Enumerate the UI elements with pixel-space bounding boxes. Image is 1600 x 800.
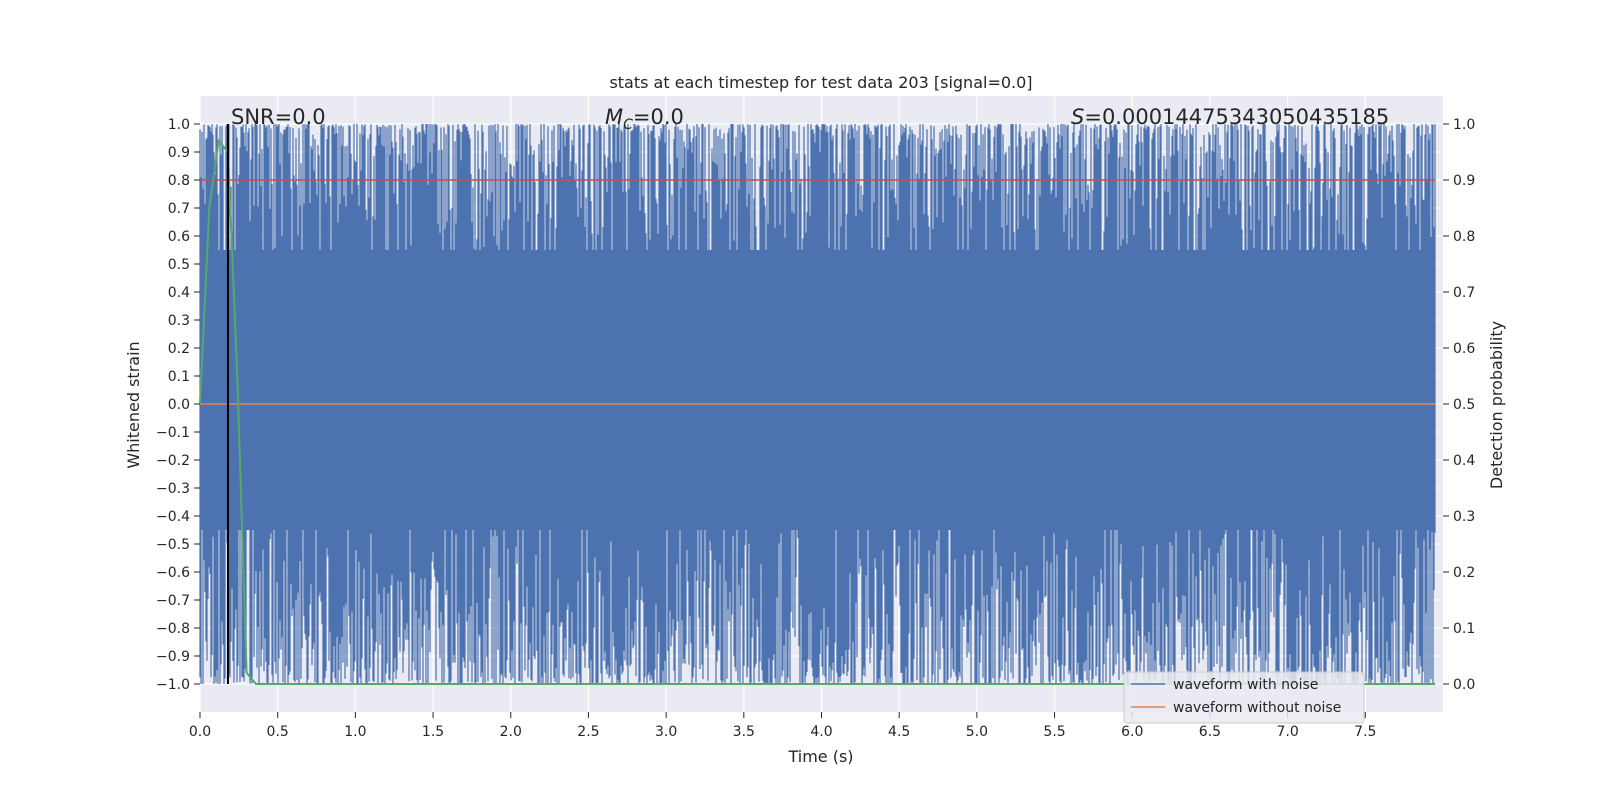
x-tick-label: 1.5 <box>422 724 444 740</box>
y-tick-label: −0.2 <box>156 453 190 469</box>
y-right-tick-label: 0.5 <box>1453 397 1475 413</box>
x-tick-label: 2.5 <box>577 724 599 740</box>
x-tick-label: 3.0 <box>655 724 677 740</box>
legend: waveform with noise waveform without noi… <box>1123 671 1365 724</box>
legend-label-noise: waveform with noise <box>1173 677 1318 693</box>
legend-box <box>1123 671 1365 724</box>
chart-title: stats at each timestep for test data 203… <box>609 73 1032 92</box>
y-right-tick-label: 0.7 <box>1453 285 1475 301</box>
x-axis-label: Time (s) <box>787 747 853 766</box>
x-tick-label: 1.0 <box>344 724 366 740</box>
y-right-tick-label: 0.0 <box>1453 677 1475 693</box>
y-right-tick-label: 1.0 <box>1453 117 1475 133</box>
y-tick-label: −0.3 <box>156 481 190 497</box>
s-annotation: S=0.00014475343050435185 <box>1071 105 1389 129</box>
s-value: =0.00014475343050435185 <box>1084 105 1389 129</box>
y-tick-label: −0.5 <box>156 537 190 553</box>
mc-symbol: M <box>605 105 623 129</box>
y-right-tick-label: 0.9 <box>1453 173 1475 189</box>
y-axis-label: Whitened strain <box>124 341 143 468</box>
x-tick-label: 0.0 <box>189 724 211 740</box>
y-tick-label: 0.7 <box>168 201 190 217</box>
y-tick-label: −0.6 <box>156 565 190 581</box>
x-tick-label: 0.5 <box>267 724 289 740</box>
x-tick-label: 2.0 <box>500 724 522 740</box>
left-axis-ticks: 1.0 0.9 0.8 0.7 0.6 0.5 0.4 0.3 0.2 0.1 0.0 −0.1 −0.… <box>156 117 200 693</box>
y-tick-label: 0.6 <box>168 229 190 245</box>
x-tick-label: 6.0 <box>1121 724 1143 740</box>
y-tick-label: 0.3 <box>168 313 190 329</box>
y-right-tick-label: 0.2 <box>1453 565 1475 581</box>
y-tick-label: 0.4 <box>168 285 190 301</box>
y-tick-label: −0.7 <box>156 593 190 609</box>
y-tick-label: 0.1 <box>168 369 190 385</box>
x-tick-label: 3.5 <box>733 724 755 740</box>
mc-value: =0.0 <box>633 105 684 129</box>
x-tick-label: 4.5 <box>888 724 910 740</box>
y-tick-label: −1.0 <box>156 677 190 693</box>
y-tick-label: 0.0 <box>168 397 190 413</box>
y-tick-label: −0.4 <box>156 509 190 525</box>
y-tick-label: 0.8 <box>168 173 190 189</box>
x-tick-label: 4.0 <box>810 724 832 740</box>
right-axis-ticks: 1.0 0.9 0.8 0.7 0.6 0.5 0.4 0.3 0.2 0.1 0.0 <box>1443 117 1475 693</box>
s-symbol: S <box>1071 105 1084 129</box>
y-tick-label: −0.9 <box>156 649 190 665</box>
y-tick-label: 0.2 <box>168 341 190 357</box>
y-tick-label: −0.1 <box>156 425 190 441</box>
y-tick-label: 0.9 <box>168 145 190 161</box>
y-right-axis-label: Detection probability <box>1487 321 1506 489</box>
snr-annotation: SNR=0.0 <box>231 105 326 129</box>
y-right-tick-label: 0.8 <box>1453 229 1475 245</box>
mc-subscript: C <box>623 117 633 133</box>
x-tick-label: 5.0 <box>966 724 988 740</box>
detection-probability-series <box>199 138 1436 685</box>
x-tick-label: 7.0 <box>1276 724 1298 740</box>
waveform-with-noise-series <box>199 124 1436 684</box>
mc-annotation: MC=0.0 <box>605 105 684 133</box>
y-tick-label: 0.5 <box>168 257 190 273</box>
legend-label-clean: waveform without noise <box>1173 700 1341 716</box>
x-tick-label: 6.5 <box>1199 724 1221 740</box>
y-right-tick-label: 0.1 <box>1453 621 1475 637</box>
x-tick-label: 7.5 <box>1354 724 1376 740</box>
y-right-tick-label: 0.6 <box>1453 341 1475 357</box>
x-axis-ticks: 0.0 0.5 1.0 1.5 2.0 2.5 3.0 3.5 4.0 4.5 5.0 5.5 6.0 6… <box>189 712 1376 740</box>
y-tick-label: −0.8 <box>156 621 190 637</box>
y-tick-label: 1.0 <box>168 117 190 133</box>
y-right-tick-label: 0.4 <box>1453 453 1475 469</box>
noise-fill <box>200 250 1436 530</box>
y-right-tick-label: 0.3 <box>1453 509 1475 525</box>
x-tick-label: 5.5 <box>1043 724 1065 740</box>
